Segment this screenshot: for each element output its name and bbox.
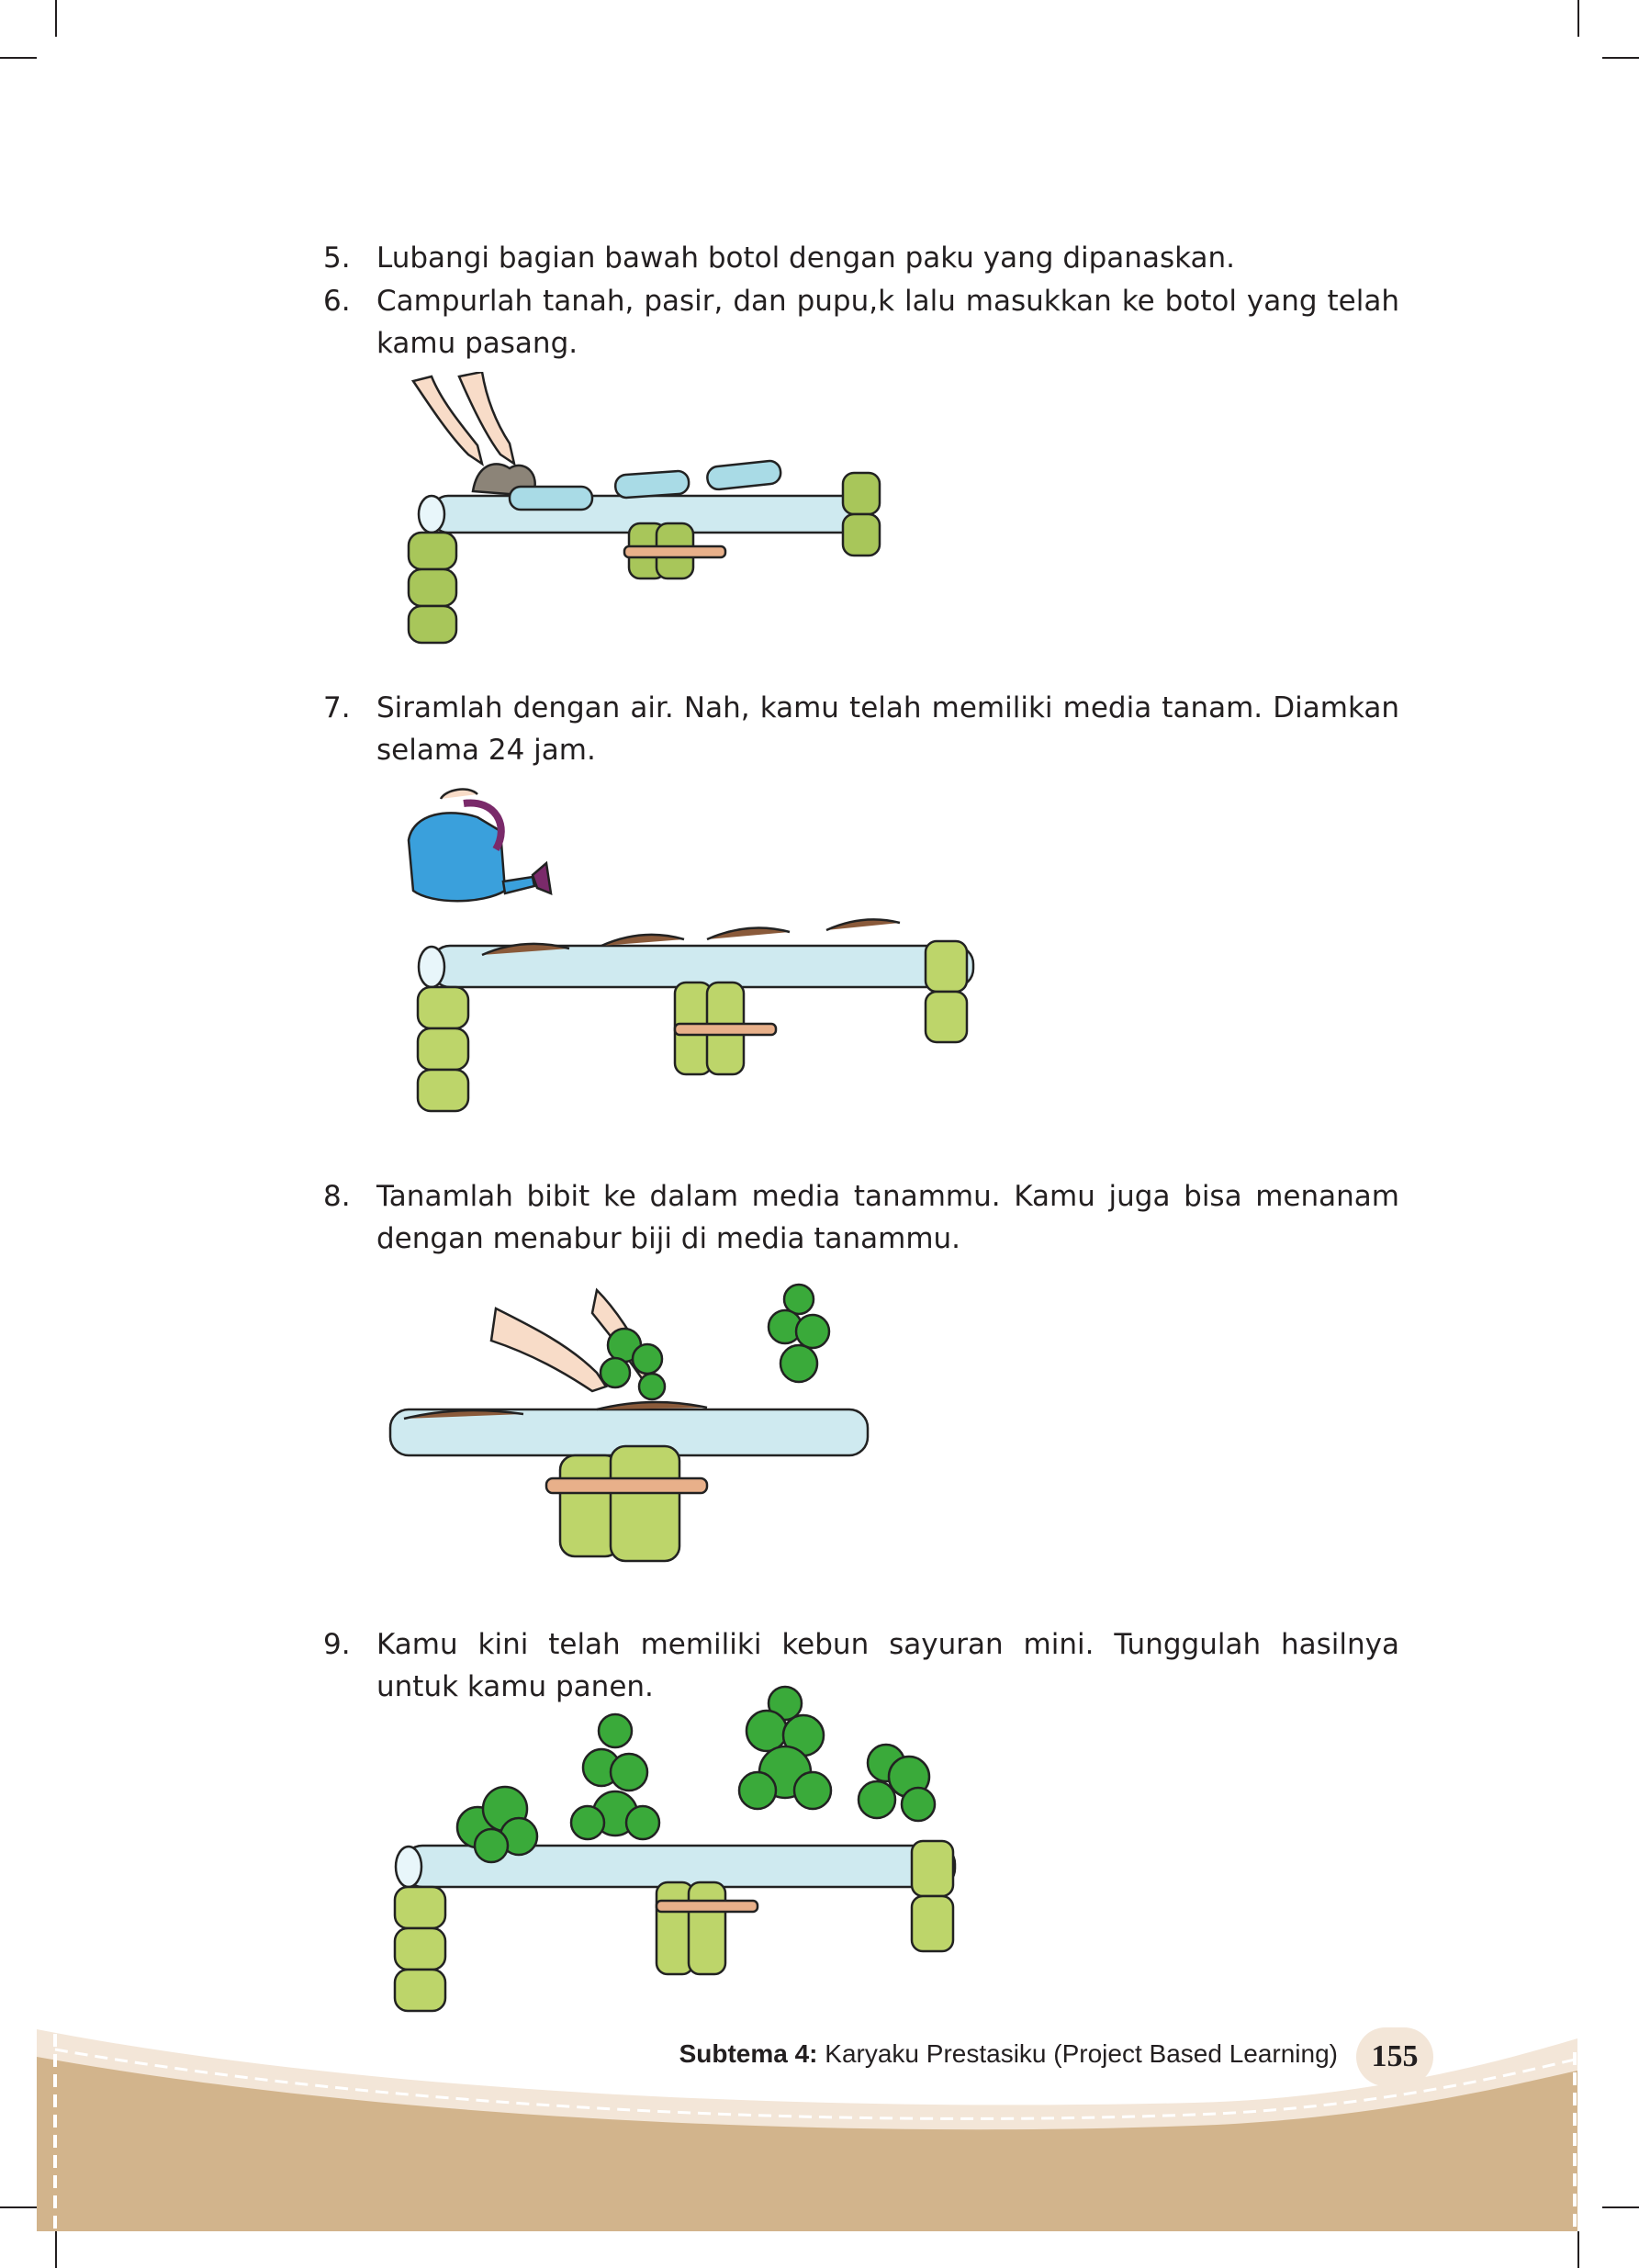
footer-subtheme-label: Subtema 4: <box>679 2039 818 2068</box>
crop-mark <box>1602 2206 1639 2208</box>
planting-illustration <box>388 1283 870 1563</box>
crop-mark <box>55 2231 57 2268</box>
crop-mark <box>1577 0 1579 37</box>
step-text: Campurlah tanah, pasir, dan pupu,k lalu … <box>376 285 1399 360</box>
step-text: Siramlah dengan air. Nah, kamu telah mem… <box>376 691 1399 767</box>
step-number: 7. <box>323 691 351 724</box>
page-number: 155 <box>1356 2027 1433 2086</box>
step-7: 7. Siramlah dengan air. Nah, kamu telah … <box>323 687 1399 771</box>
crop-mark <box>0 2206 37 2208</box>
step-number: 6. <box>323 285 351 318</box>
soil-mixing-illustration <box>407 372 881 645</box>
step-number: 9. <box>323 1628 351 1661</box>
footer-subtheme-title: Karyaku Prestasiku (Project Based Learni… <box>817 2039 1338 2068</box>
step-number: 8. <box>323 1180 351 1213</box>
step-text: Tanamlah bibit ke dalam media tanammu. K… <box>376 1180 1399 1255</box>
watering-illustration <box>407 788 975 1113</box>
footer-subtheme: Subtema 4: Karyaku Prestasiku (Project B… <box>679 2039 1338 2069</box>
step-9: 9. Kamu kini telah memiliki kebun sayura… <box>323 1623 1399 1708</box>
step-text: Lubangi bagian bawah botol dengan paku y… <box>376 241 1235 275</box>
step-5: 5. Lubangi bagian bawah botol dengan pak… <box>323 237 1399 279</box>
step-8: 8. Tanamlah bibit ke dalam media tanammu… <box>323 1175 1399 1260</box>
step-number: 5. <box>323 241 351 275</box>
crop-mark <box>1577 2231 1579 2268</box>
step-6: 6. Campurlah tanah, pasir, dan pupu,k la… <box>323 280 1399 365</box>
mini-garden-illustration <box>393 1685 957 2013</box>
step-text: Kamu kini telah memiliki kebun sayuran m… <box>376 1628 1399 1703</box>
crop-mark <box>55 0 57 37</box>
crop-mark <box>1602 57 1639 59</box>
crop-mark <box>0 57 37 59</box>
